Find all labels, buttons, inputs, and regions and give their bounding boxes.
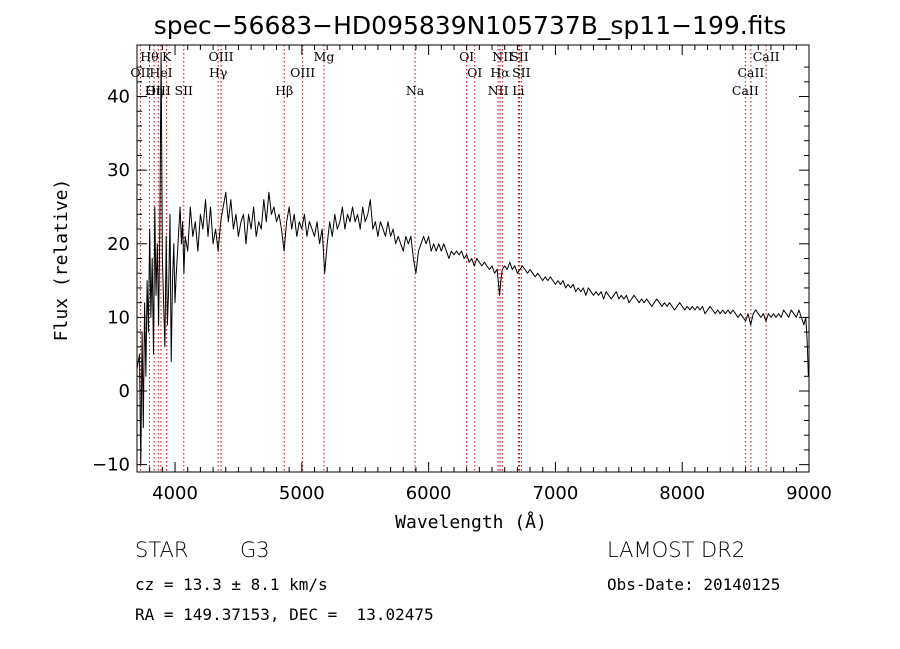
spectral-line-label-17: NII [488, 83, 509, 98]
spectral-line-label-23: CaII [732, 83, 759, 98]
spectral-line-label-10: Hβ [275, 83, 293, 98]
y-axis-ticks: −10 0 10 20 30 40 [92, 66, 809, 476]
x-tick-label-4: 8000 [659, 483, 705, 504]
spectral-line-label-7: OIII [209, 49, 234, 64]
x-axis-ticks: 4000 5000 6000 7000 8000 9000 [136, 45, 832, 504]
chart-title: spec−56683−HD095839N105737B_sp11−199.fit… [154, 11, 787, 40]
spectrum-series [136, 51, 809, 466]
x-axis-label: Wavelength (Å) [395, 511, 547, 533]
plot-frame [136, 44, 810, 473]
spectral-line-markers [139, 45, 767, 472]
x-tick-label-0: 4000 [152, 483, 198, 504]
spectral-line-label-6: SII [175, 83, 194, 98]
y-tick-label-1: 0 [119, 381, 130, 402]
spectral-line-label-2: OII [130, 65, 150, 80]
spectral-line-label-1: K [162, 49, 172, 64]
y-tick-label-5: 40 [107, 87, 130, 108]
x-tick-label-5: 9000 [786, 483, 832, 504]
spectral-line-label-4: OIII [146, 83, 171, 98]
spectrum-line-0 [136, 51, 809, 466]
spectral-line-label-20: Li [512, 83, 524, 98]
survey-name: LAMOST DR2 [607, 538, 746, 562]
y-tick-label-2: 10 [107, 307, 130, 328]
spectral-line-label-14: OI [467, 65, 482, 80]
spectral-line-label-11: Mg [314, 49, 335, 64]
y-axis-label: Flux (relative) [51, 179, 72, 342]
y-tick-label-3: 20 [107, 234, 130, 255]
y-tick-label-0: −10 [92, 455, 130, 476]
spectral-line-label-16: Hα [490, 65, 510, 80]
x-tick-label-1: 5000 [279, 483, 325, 504]
object-subclass: G3 [240, 538, 270, 562]
spectral-line-label-8: Hγ [209, 65, 227, 80]
spectral-line-label-12: Na [406, 83, 425, 98]
ra-dec-coordinates: RA = 149.37153, DEC = 13.02475 [135, 605, 434, 624]
spectral-line-label-9: OIII [290, 65, 315, 80]
object-class: STAR [135, 538, 189, 562]
spectral-line-label-18: SII [510, 49, 529, 64]
spectral-line-label-15: NII [492, 49, 513, 64]
redshift-velocity: cz = 13.3 ± 8.1 km/s [135, 575, 328, 594]
spectral-line-label-3: HeI [149, 65, 172, 80]
spectral-line-label-0: Hθ [140, 49, 158, 64]
spectral-line-label-19: SII [512, 65, 531, 80]
x-tick-label-2: 6000 [406, 483, 452, 504]
spectral-line-label-22: CaII [737, 65, 764, 80]
spectral-line-label-13: OI [459, 49, 474, 64]
x-tick-label-3: 7000 [533, 483, 579, 504]
observation-date: Obs-Date: 20140125 [607, 575, 781, 594]
y-tick-label-4: 30 [107, 160, 130, 181]
spectral-line-label-5: Hη [145, 83, 163, 98]
spectral-line-label-21: CaII [753, 49, 780, 64]
